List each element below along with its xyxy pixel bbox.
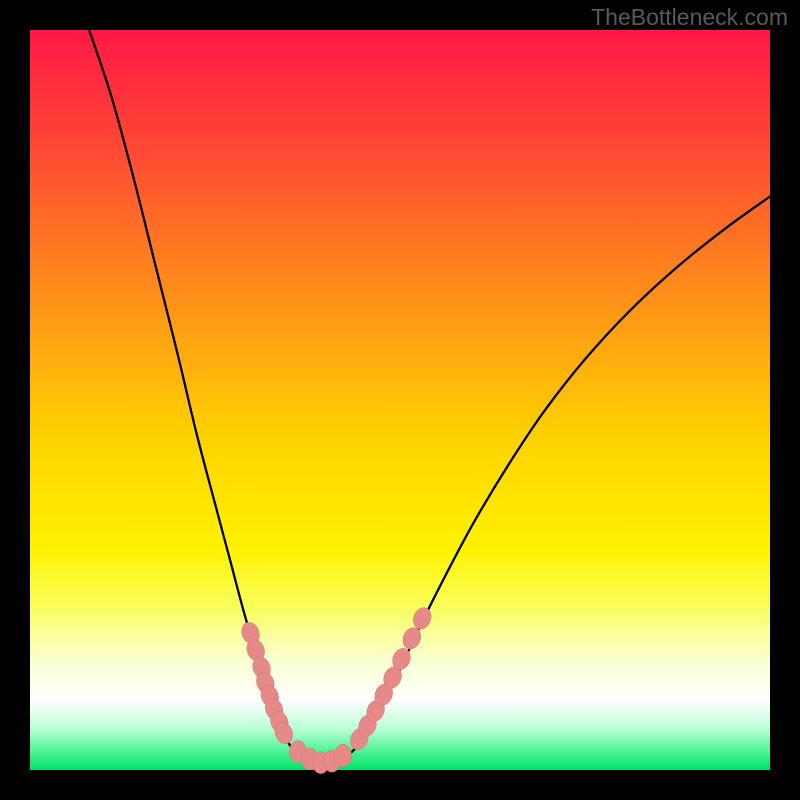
plot-area — [30, 30, 770, 770]
watermark-text: TheBottleneck.com — [591, 4, 788, 31]
chart-frame: TheBottleneck.com — [0, 0, 800, 800]
